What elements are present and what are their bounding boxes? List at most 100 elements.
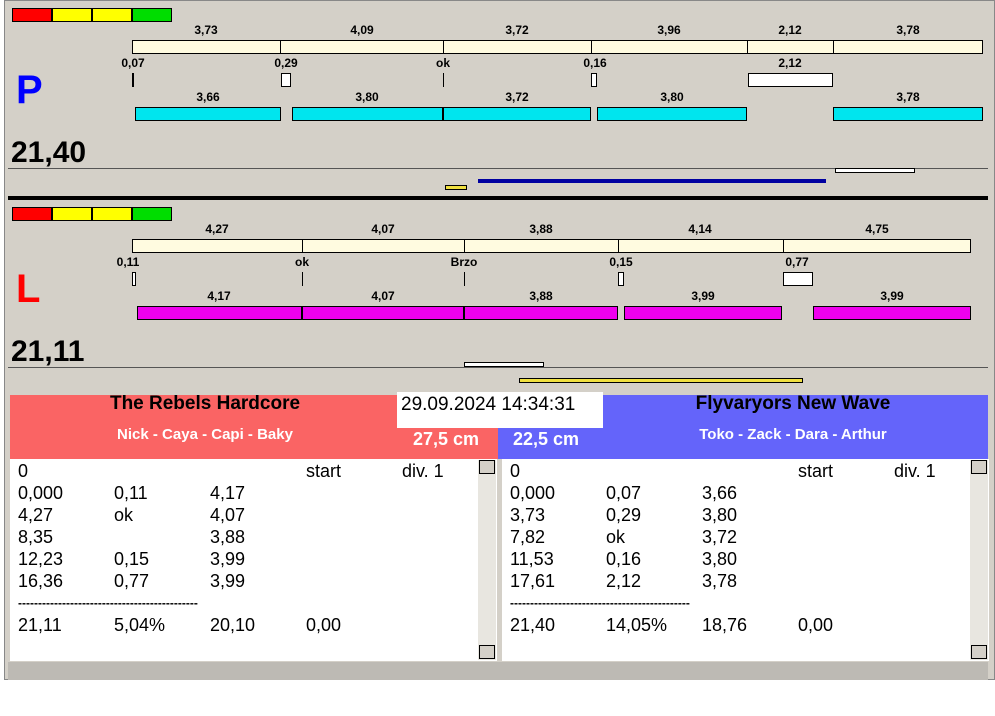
table-cell: start xyxy=(306,461,342,481)
run-time: 3,72 xyxy=(505,90,529,104)
track-line xyxy=(519,378,803,383)
lane-total: 21,11 xyxy=(11,335,85,368)
run-bar xyxy=(464,306,618,320)
table-cell: 0 xyxy=(18,461,29,481)
split-divider xyxy=(618,239,619,253)
table-cell: 11,53 xyxy=(510,549,554,569)
table-cell: 0 xyxy=(510,461,521,481)
run-bar xyxy=(597,107,747,121)
status-light xyxy=(52,8,92,22)
table-cell: 21,11 xyxy=(18,615,62,635)
status-bar xyxy=(8,662,988,680)
reaction-mark xyxy=(132,272,136,286)
split-time: 3,72 xyxy=(505,23,529,37)
run-time: 3,99 xyxy=(880,289,904,303)
scrollbar xyxy=(970,460,988,660)
split-time: 3,73 xyxy=(194,23,218,37)
table-cell: 5,04% xyxy=(114,615,166,635)
table-cell: 16,36 xyxy=(18,571,64,591)
table-cell: 12,23 xyxy=(18,549,64,569)
run-time: 4,17 xyxy=(207,289,231,303)
run-bar xyxy=(813,306,971,320)
result-table xyxy=(10,459,497,661)
split-time: 4,09 xyxy=(350,23,374,37)
split-divider xyxy=(747,40,748,54)
split-divider xyxy=(783,239,784,253)
result-table xyxy=(502,459,989,661)
table-cell: 3,73 xyxy=(510,505,546,525)
table-cell: 3,80 xyxy=(702,505,738,525)
table-cell: 0,000 xyxy=(18,483,64,503)
run-time: 3,80 xyxy=(660,90,684,104)
track xyxy=(8,367,988,394)
run-time: 3,66 xyxy=(196,90,220,104)
run-bar xyxy=(833,107,983,121)
reaction-mark xyxy=(464,272,465,286)
table-cell: 0,00 xyxy=(306,615,342,635)
team-members: Toko - Zack - Dara - Arthur xyxy=(699,426,887,443)
table-cell: 17,61 xyxy=(510,571,556,591)
timestamp: 29.09.2024 14:34:31 xyxy=(397,392,603,428)
reaction-mark xyxy=(132,73,134,87)
team-name: The Rebels Hardcore xyxy=(109,393,301,414)
table-cell: 8,35 xyxy=(18,527,54,547)
reaction-mark xyxy=(591,73,597,87)
reaction-label: 0,16 xyxy=(583,56,607,70)
table-cell: 20,10 xyxy=(210,615,256,635)
lane-separator xyxy=(8,196,988,200)
status-light xyxy=(12,8,52,22)
reaction-label: ok xyxy=(435,56,451,70)
run-time: 4,07 xyxy=(371,289,395,303)
table-cell: 2,12 xyxy=(606,571,642,591)
split-time: 3,78 xyxy=(896,23,920,37)
track-mark xyxy=(464,362,544,367)
run-bar xyxy=(443,107,591,121)
scrollbar xyxy=(478,460,496,660)
split-bar xyxy=(132,239,971,253)
reaction-mark xyxy=(281,73,291,87)
split-time: 3,88 xyxy=(529,222,553,236)
team-name: Flyvaryors New Wave xyxy=(695,393,891,414)
scroll-down xyxy=(479,645,495,659)
split-time: 3,96 xyxy=(657,23,681,37)
split-time: 4,14 xyxy=(688,222,712,236)
track-mark xyxy=(835,168,915,173)
table-cell: 3,72 xyxy=(702,527,738,547)
split-divider xyxy=(443,40,444,54)
split-time: 4,75 xyxy=(865,222,889,236)
team-members: Nick - Caya - Capi - Baky xyxy=(117,426,293,443)
split-divider xyxy=(464,239,465,253)
table-cell: 3,99 xyxy=(210,549,246,569)
table-cell: 0,15 xyxy=(114,549,150,569)
split-divider xyxy=(833,40,834,54)
table-cell: 3,80 xyxy=(702,549,738,569)
track-line xyxy=(478,179,826,183)
table-separator: ----------------------------------------… xyxy=(18,596,198,610)
split-time: 2,12 xyxy=(778,23,802,37)
run-time: 3,78 xyxy=(896,90,920,104)
split-divider xyxy=(302,239,303,253)
split-time: 4,07 xyxy=(371,222,395,236)
reaction-label: 0,11 xyxy=(116,255,140,269)
reaction-label: 2,12 xyxy=(778,56,802,70)
table-cell: 14,05% xyxy=(606,615,668,635)
split-divider xyxy=(591,40,592,54)
table-cell: ok xyxy=(114,505,134,525)
track-edge xyxy=(8,168,988,169)
scroll-up xyxy=(971,460,987,474)
run-bar xyxy=(302,306,464,320)
table-cell: 3,78 xyxy=(702,571,738,591)
lane-letter: L xyxy=(16,267,41,311)
run-time: 3,99 xyxy=(691,289,715,303)
table-cell: start xyxy=(798,461,834,481)
status-light xyxy=(52,207,92,221)
run-time: 3,88 xyxy=(529,289,553,303)
reaction-label: 0,77 xyxy=(785,255,809,269)
table-cell: 4,07 xyxy=(210,505,246,525)
run-time: 3,80 xyxy=(355,90,379,104)
lane-total: 21,40 xyxy=(11,136,87,169)
lane-letter: P xyxy=(16,68,43,112)
table-cell: 0,07 xyxy=(606,483,642,503)
run-bar xyxy=(624,306,782,320)
status-light xyxy=(92,8,132,22)
